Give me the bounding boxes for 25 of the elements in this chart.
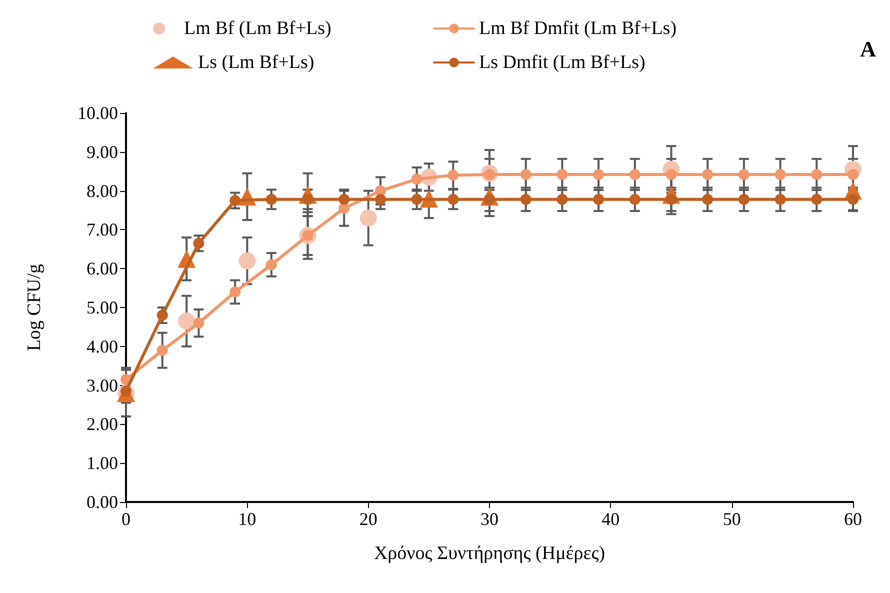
y-tick-label: 2.00: [86, 414, 118, 434]
y-tick-label: 7.00: [86, 220, 118, 240]
legend-label: Ls (Lm Bf+Ls): [198, 52, 314, 73]
y-tick-label: 5.00: [86, 298, 118, 318]
y-tick-label: 0.00: [86, 492, 118, 512]
x-tick-label: 60: [844, 509, 862, 529]
x-tick-label: 10: [238, 509, 256, 529]
x-tick-label: 30: [480, 509, 498, 529]
text: A: [860, 36, 876, 62]
x-tick-label: 0: [122, 509, 130, 529]
y-tick-label: 4.00: [86, 336, 118, 356]
x-tick-label: 20: [359, 509, 378, 529]
y-tick-label: 9.00: [86, 142, 118, 162]
y-tick-label: 1.00: [86, 453, 118, 474]
x-axis-title: Χρόνος Συντήρησης (Ημέρες): [374, 543, 606, 564]
y-tick-label: 3.00: [86, 375, 118, 396]
y-axis-title: Log CFU/g: [24, 263, 45, 352]
x-tick-label: 50: [722, 509, 741, 529]
y-tick-label: 8.00: [86, 180, 118, 201]
y-tick-label: 10.00: [78, 103, 118, 123]
x-tick-label: 40: [602, 509, 620, 529]
legend-label: Lm Bf (Lm Bf+Ls): [184, 18, 332, 39]
y-tick-label: 6.00: [86, 258, 118, 279]
legend-label: Lm Bf Dmfit (Lm Bf+Ls): [479, 18, 677, 39]
legend-label: Ls Dmfit (Lm Bf+Ls): [479, 52, 646, 73]
